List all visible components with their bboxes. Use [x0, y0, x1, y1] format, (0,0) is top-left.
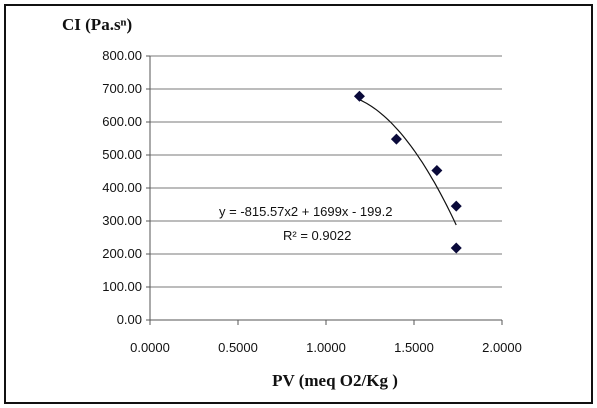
y-tick-label: 500.00 — [102, 147, 142, 162]
x-tick-label: 2.0000 — [482, 340, 522, 355]
x-axis-label: PV (meq O2/Kg ) — [272, 371, 398, 390]
y-tick-label: 400.00 — [102, 180, 142, 195]
y-axis-label: CI (Pa.sⁿ) — [62, 15, 132, 34]
y-tick-label: 800.00 — [102, 48, 142, 63]
data-points — [353, 90, 462, 254]
y-tick-label: 0.00 — [117, 312, 142, 327]
data-point — [450, 200, 462, 212]
data-point — [390, 133, 402, 145]
data-point — [450, 242, 462, 254]
y-tick-labels: 0.00 100.00 200.00 300.00 400.00 500.00 600.00… — [102, 48, 142, 327]
data-point — [431, 165, 443, 177]
y-tick-label: 100.00 — [102, 279, 142, 294]
trendline-r-squared: R² = 0.9022 — [283, 228, 351, 243]
y-tick-label: 200.00 — [102, 246, 142, 261]
x-tick-label: 1.0000 — [306, 340, 346, 355]
axes — [146, 55, 503, 325]
data-point — [353, 90, 365, 102]
y-tick-label: 700.00 — [102, 81, 142, 96]
grid-lines — [150, 55, 502, 288]
trendline — [359, 99, 457, 226]
x-tick-label: 1.5000 — [394, 340, 434, 355]
y-tick-label: 300.00 — [102, 213, 142, 228]
x-tick-labels: 0.0000 0.5000 1.0000 1.5000 2.0000 — [130, 340, 522, 355]
x-tick-label: 0.5000 — [218, 340, 258, 355]
y-tick-label: 600.00 — [102, 114, 142, 129]
trendline-equation: y = -815.57x2 + 1699x - 199.2 — [219, 204, 392, 219]
x-tick-label: 0.0000 — [130, 340, 170, 355]
chart-frame — [4, 4, 593, 404]
